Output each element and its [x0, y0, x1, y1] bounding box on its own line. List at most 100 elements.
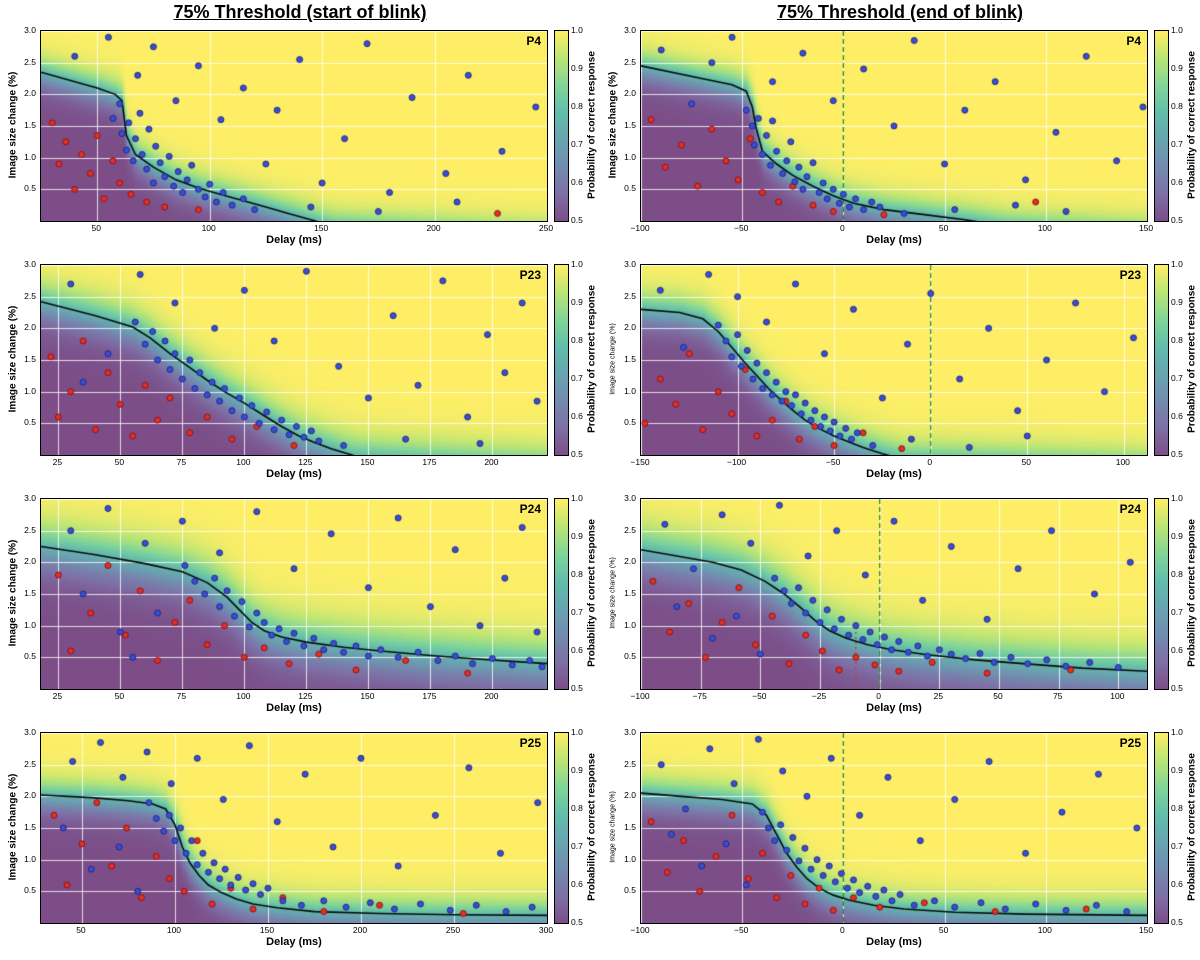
x-tick-label: −50	[825, 457, 841, 467]
colorbar-tick-label: 0.9	[571, 297, 583, 307]
colorbar-tick-label: 0.6	[571, 879, 583, 889]
y-tick-label: 2.5	[624, 56, 636, 67]
colorbar-label: Probability of correct response	[1186, 519, 1198, 667]
x-axis-label: Delay (ms)	[866, 234, 922, 246]
subplot-p4-left: P4 0.5 1.0 1.5 2.0 2.5 3.0 50 100 150 200 250 Delay …	[0, 24, 600, 258]
y-tick-label: 2.5	[24, 524, 36, 535]
colorbar-label: Probability of correct response	[586, 519, 598, 667]
y-tick-label: 1.5	[24, 588, 36, 598]
x-tick-label: 0	[927, 457, 933, 467]
colorbar-tick-label: 0.9	[1171, 531, 1183, 541]
colorbar-tick-label: 0.6	[571, 645, 583, 655]
y-tick-label: 2.0	[24, 556, 36, 567]
y-tick-label: 1.0	[624, 151, 636, 162]
colorbar-tick-label: 0.6	[1171, 879, 1183, 889]
x-tick-label: 100	[236, 457, 251, 467]
colorbar-p25-right	[1154, 732, 1169, 924]
x-tick-label: 100	[201, 223, 216, 233]
x-tick-label: 100	[1115, 457, 1130, 467]
colorbar-tick-label: 1.0	[571, 25, 583, 35]
colorbar-tick-label: 0.9	[1171, 63, 1183, 73]
titles-row: 75% Threshold (start of blink) 75% Thres…	[0, 0, 1200, 24]
panel-label-p23-right: P23	[1119, 268, 1141, 282]
x-tick-label: 200	[484, 691, 499, 701]
plot-area-p23-right: P23	[640, 264, 1148, 456]
colorbar-tick-label: 0.7	[1171, 607, 1183, 617]
y-tick-label: 3.0	[24, 25, 36, 35]
colorbar-tick-label: 0.7	[571, 139, 583, 149]
y-tick-label: 2.5	[624, 758, 636, 769]
panel-label-p24-left: P24	[519, 502, 541, 516]
y-tick-label: 0.5	[24, 885, 36, 896]
x-tick-label: 25	[933, 691, 944, 701]
y-axis-label: Image size change (%)	[7, 539, 19, 647]
y-tick-label: 0.5	[624, 417, 636, 428]
x-tick-label: 75	[176, 457, 187, 467]
y-tick-label: 2.0	[24, 322, 36, 333]
colorbar-tick-label: 1.0	[571, 259, 583, 269]
colorbar-tick-label: 0.8	[571, 569, 583, 579]
x-tick-label: 100	[1037, 925, 1052, 935]
y-tick-label: 3.0	[624, 493, 636, 503]
y-tick-label: 3.0	[624, 727, 636, 737]
colorbar-tick-label: 0.7	[571, 841, 583, 851]
y-tick-label: 1.5	[624, 354, 636, 364]
subplot-p24-right: P24 0.5 1.0 1.5 2.0 2.5 3.0 −100 −75 −50 −25 0 25 50 7…	[600, 492, 1200, 726]
x-tick-label: 200	[426, 223, 441, 233]
colorbar-tick-label: 0.9	[571, 531, 583, 541]
y-tick-label: 3.0	[624, 259, 636, 269]
colorbar-tick-label: 0.7	[1171, 373, 1183, 383]
y-tick-label: 1.5	[24, 822, 36, 832]
colorbar-tick-label: 0.7	[1171, 139, 1183, 149]
colorbar-tick-label: 0.5	[571, 449, 583, 459]
x-tick-label: 175	[422, 457, 437, 467]
panel-label-p24-right: P24	[1119, 502, 1141, 516]
plot-row: P24 0.5 1.0 1.5 2.0 2.5 3.0 25 50 75 100 125 150 175 2…	[0, 492, 1200, 726]
x-tick-label: −100	[630, 223, 650, 233]
y-tick-label: 1.5	[624, 588, 636, 598]
x-axis-label: Delay (ms)	[866, 702, 922, 714]
colorbar-tick-label: 0.8	[1171, 335, 1183, 345]
y-tick-label: 2.0	[624, 88, 636, 99]
colorbar-tick-label: 0.8	[1171, 101, 1183, 111]
x-tick-label: 150	[1138, 925, 1154, 935]
colorbar-label: Probability of correct response	[1186, 51, 1198, 199]
x-tick-label: 100	[166, 925, 182, 935]
subplot-p4-right: P4 0.5 1.0 1.5 2.0 2.5 3.0 −100 −50 0 50 100 150 Dela…	[600, 24, 1200, 258]
plot-area-p25-left: P25	[40, 732, 548, 924]
colorbar-label: Probability of correct response	[586, 285, 598, 433]
x-axis-label: Delay (ms)	[866, 936, 922, 948]
x-tick-label: 250	[445, 925, 461, 935]
y-axis-label: Image size change (%)	[607, 71, 619, 179]
x-tick-label: 150	[1138, 223, 1154, 233]
heatmap-canvas-p24-right	[641, 499, 1147, 689]
plot-area-p25-right: P25	[640, 732, 1148, 924]
subplot-p23-left: P23 0.5 1.0 1.5 2.0 2.5 3.0 25 50 75 100 125 150 175 2…	[0, 258, 600, 492]
heatmap-canvas-p24-left	[41, 499, 547, 689]
x-tick-label: 50	[114, 691, 125, 701]
x-tick-label: 200	[484, 457, 499, 467]
y-tick-label: 2.0	[24, 790, 36, 801]
colorbar-tick-label: 0.9	[571, 765, 583, 775]
y-tick-label: 2.5	[624, 524, 636, 535]
x-tick-label: −50	[752, 691, 767, 701]
y-tick-label: 1.5	[24, 120, 36, 130]
x-tick-label: 150	[360, 691, 375, 701]
heatmap-canvas-p23-right	[641, 265, 1147, 455]
colorbar-tick-label: 0.7	[571, 607, 583, 617]
x-tick-label: 300	[538, 925, 554, 935]
colorbar-tick-label: 1.0	[571, 493, 583, 503]
colorbar-p23-left	[554, 264, 569, 456]
x-tick-label: 125	[298, 691, 313, 701]
x-tick-label: 50	[76, 925, 86, 935]
x-tick-label: 100	[236, 691, 251, 701]
panel-label-p25-right: P25	[1119, 736, 1141, 750]
y-tick-label: 2.5	[24, 758, 36, 769]
colorbar-p4-right	[1154, 30, 1169, 222]
heatmap-canvas-p25-left	[41, 733, 547, 923]
x-tick-label: 100	[1037, 223, 1052, 233]
subplot-p23-right: P23 0.5 1.0 1.5 2.0 2.5 3.0 −150 −100 −50 0 50 100 De…	[600, 258, 1200, 492]
x-tick-label: −100	[630, 925, 650, 935]
y-tick-label: 1.5	[24, 354, 36, 364]
x-tick-label: 0	[840, 925, 845, 935]
